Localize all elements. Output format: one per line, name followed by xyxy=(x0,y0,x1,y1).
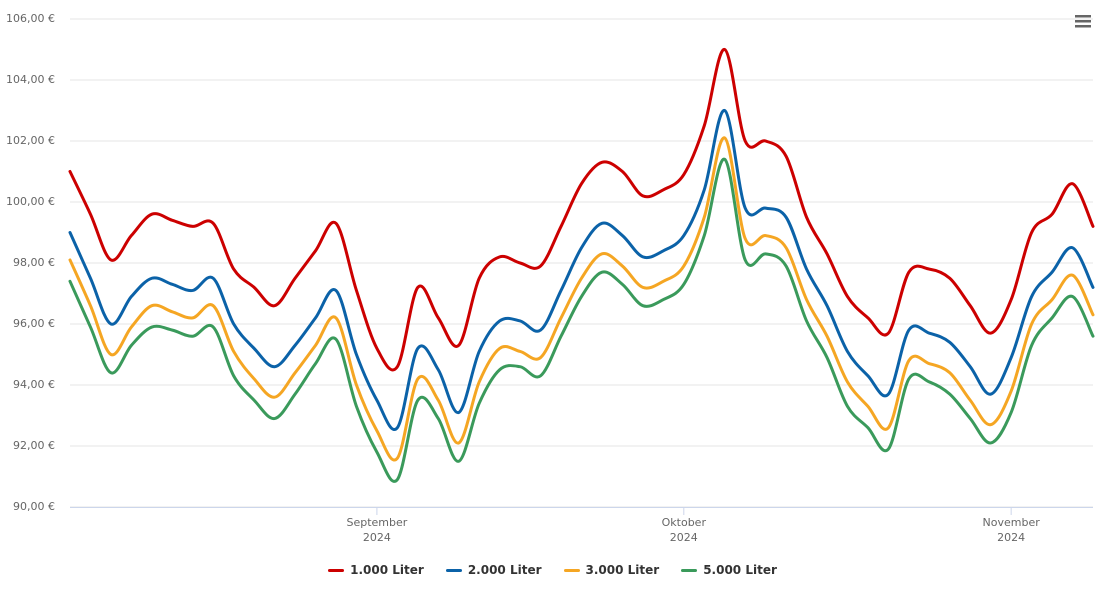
y-tick-label: 106,00 € xyxy=(6,12,55,25)
y-tick-label: 90,00 € xyxy=(13,500,55,513)
x-tick-label: September 2024 xyxy=(346,516,408,544)
legend-label: 1.000 Liter xyxy=(350,563,424,577)
series-line xyxy=(68,47,1095,372)
series-line xyxy=(68,108,1095,432)
series-line xyxy=(68,157,1095,483)
legend-item[interactable]: 5.000 Liter xyxy=(681,563,777,577)
legend-swatch xyxy=(328,568,345,572)
y-tick-label: 94,00 € xyxy=(13,378,55,391)
legend-label: 3.000 Liter xyxy=(585,563,660,577)
menu-bar xyxy=(1075,25,1091,28)
y-tick-label: 100,00 € xyxy=(6,195,55,208)
legend: 1.000 Liter 2.000 Liter 3.000 Liter 5.000 L… xyxy=(0,563,1105,577)
y-tick-label: 92,00 € xyxy=(13,439,55,452)
menu-bar xyxy=(1075,20,1091,23)
y-tick-label: 96,00 € xyxy=(13,317,55,330)
y-tick-label: 98,00 € xyxy=(13,256,55,269)
menu-icon[interactable] xyxy=(1075,15,1091,28)
x-tick-label: Oktober 2024 xyxy=(661,516,706,544)
y-tick-label: 104,00 € xyxy=(6,73,55,86)
legend-swatch xyxy=(445,568,462,572)
legend-label: 2.000 Liter xyxy=(467,563,542,577)
legend-swatch xyxy=(681,568,698,572)
legend-swatch xyxy=(563,568,580,572)
legend-item[interactable]: 1.000 Liter xyxy=(328,563,424,577)
legend-item[interactable]: 2.000 Liter xyxy=(445,563,542,577)
menu-bar xyxy=(1075,15,1091,18)
x-tick-label: November 2024 xyxy=(982,516,1040,544)
series-line xyxy=(68,136,1095,462)
y-tick-label: 102,00 € xyxy=(6,134,55,147)
legend-label: 5.000 Liter xyxy=(703,563,777,577)
legend-item[interactable]: 3.000 Liter xyxy=(563,563,660,577)
